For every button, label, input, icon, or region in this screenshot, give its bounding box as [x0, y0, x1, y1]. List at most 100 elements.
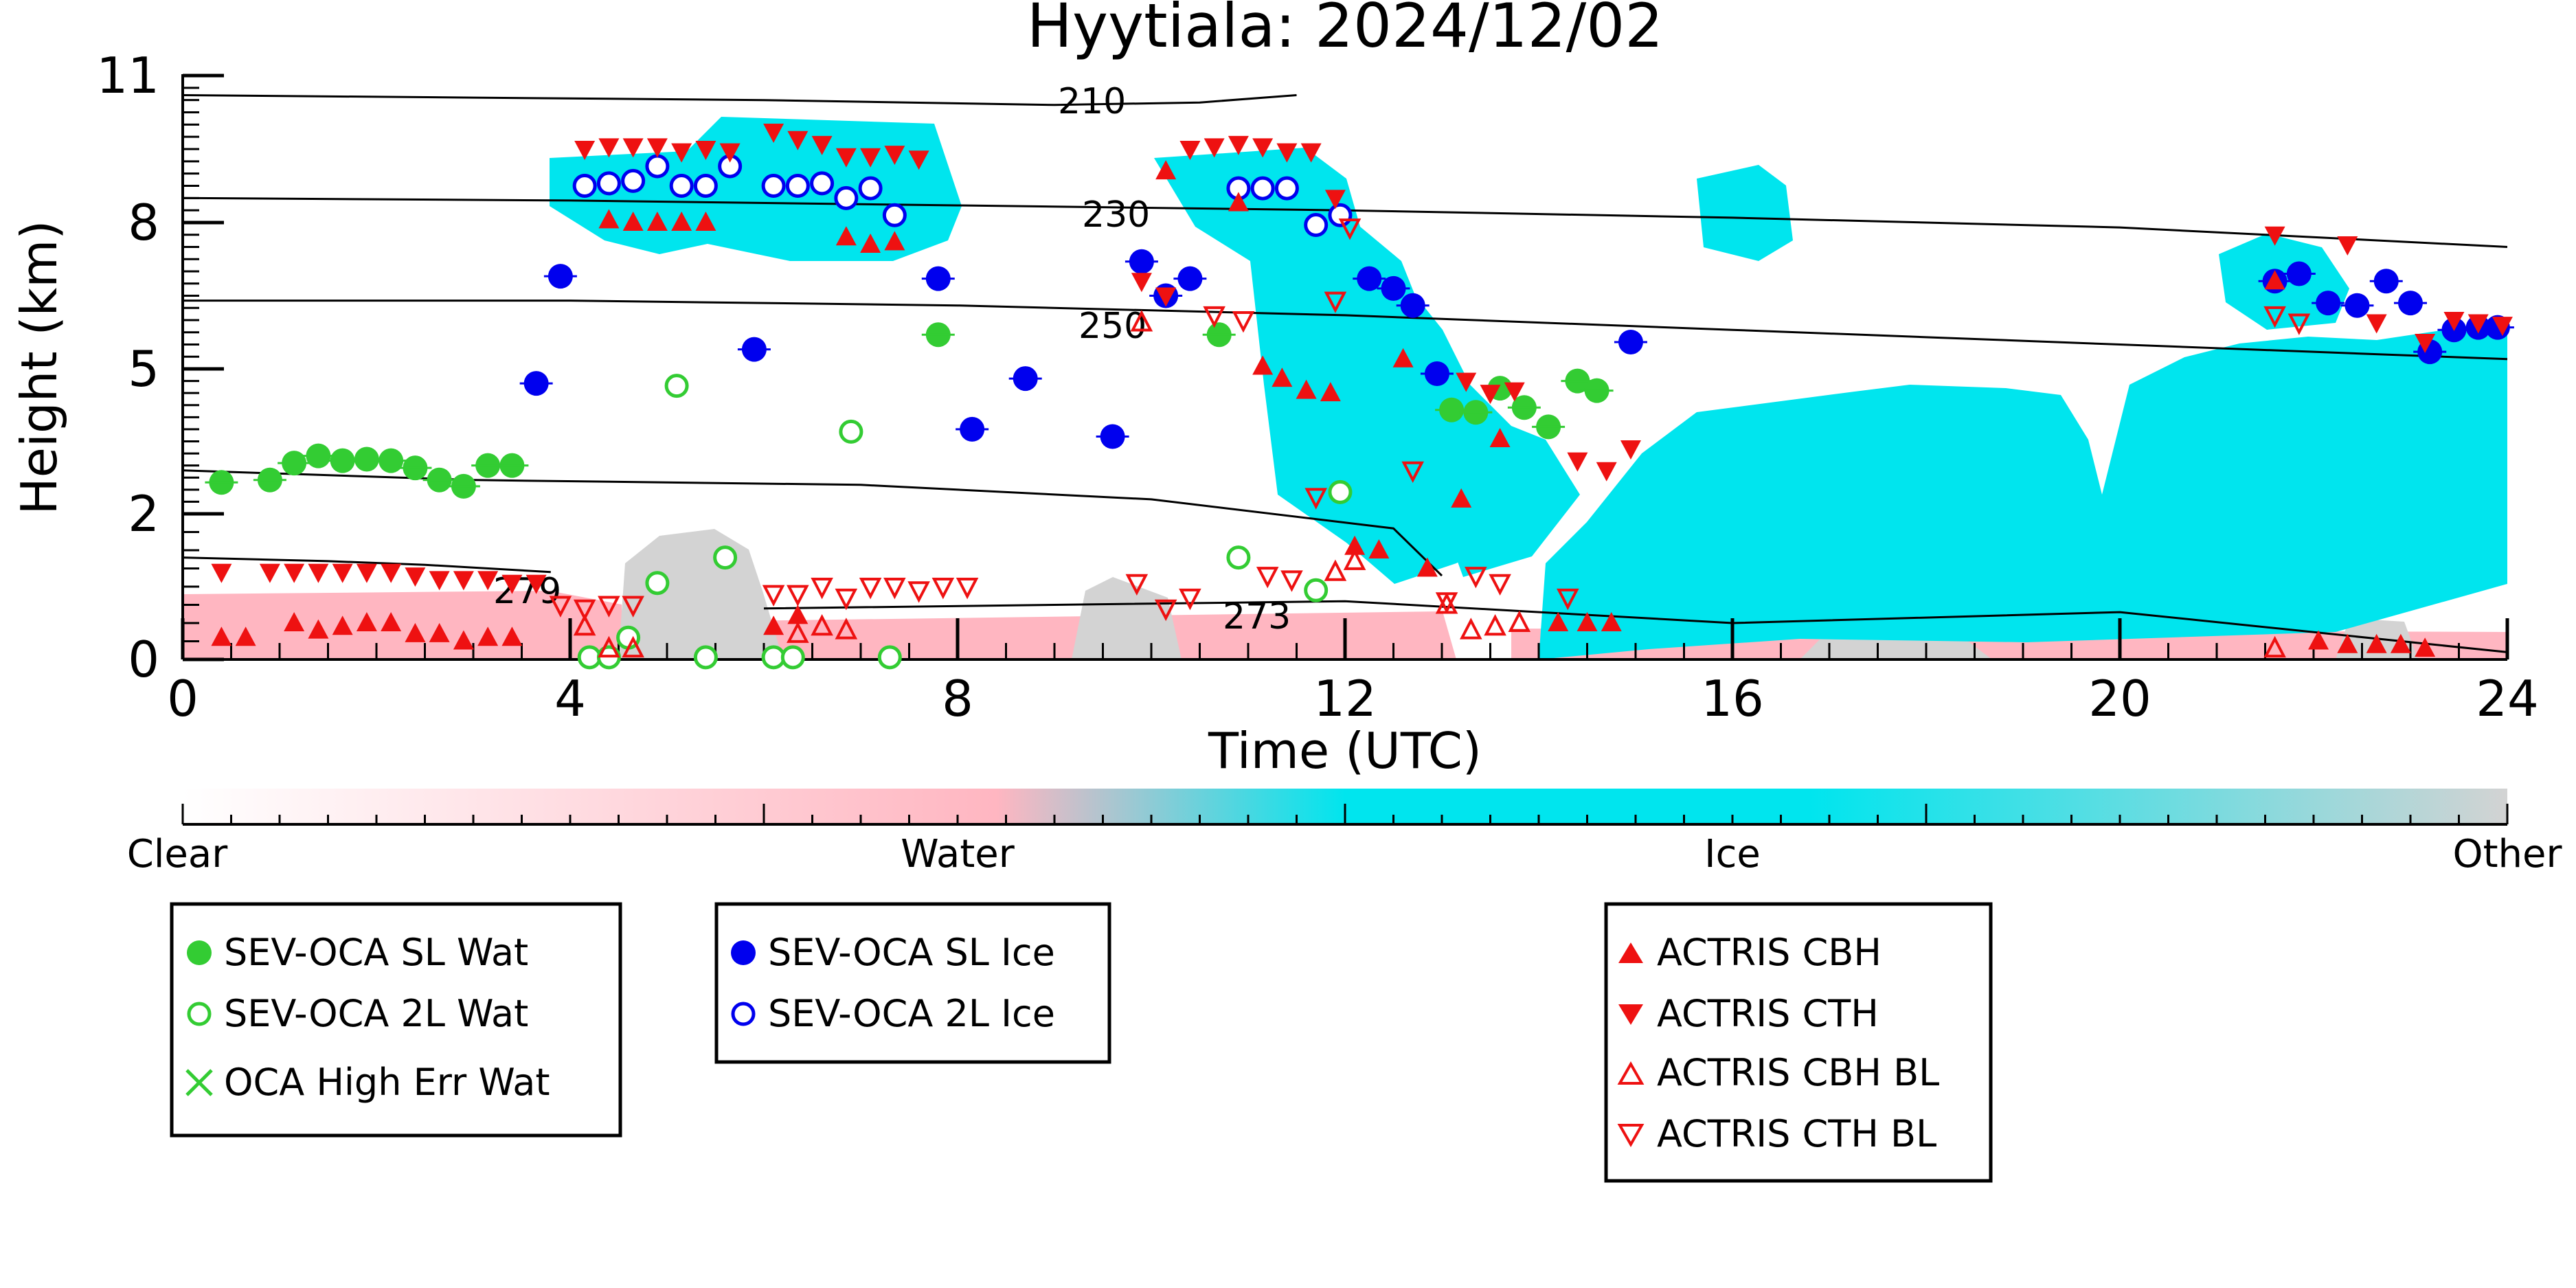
cloud-classification-background [183, 117, 2507, 659]
point-actris-cth-bl [907, 581, 930, 603]
point-actris-cth [2492, 317, 2513, 337]
point-actris-cbh-bl [1484, 613, 1506, 636]
legend-marker-cth [1618, 1004, 1643, 1025]
point-sev-oca-2l-ice [1250, 176, 1275, 201]
point-actris-cbh [235, 626, 256, 646]
point-sev-oca-2l-wat [645, 571, 670, 596]
point-sev-oca-2l-ice [621, 168, 646, 193]
isotherm-line [182, 469, 1443, 577]
point-actris-cth [598, 138, 620, 158]
point-actris-cbh-bl [1324, 559, 1347, 581]
point-actris-cth-bl [1489, 574, 1511, 596]
point-actris-cbh-bl [835, 618, 858, 640]
point-actris-cbh-bl [787, 621, 809, 643]
point-actris-cth [695, 141, 716, 160]
point-sev-oca-2l-ice [834, 185, 859, 210]
point-actris-cth [574, 141, 596, 160]
point-actris-cbh [1548, 612, 1569, 631]
point-actris-cbh [787, 605, 809, 624]
point-actris-cth [787, 131, 809, 150]
point-sev-oca-2l-ice [1274, 176, 1299, 201]
point-actris-cth [1131, 273, 1152, 293]
legend-marker-sl-wat [187, 940, 212, 965]
isotherm-label-210: 210 [1058, 81, 1126, 122]
water-region-mid [687, 611, 1456, 659]
point-actris-cbh-bl [2263, 635, 2286, 658]
legend-actris: ACTRIS CBH ACTRIS CTH ACTRIS CBH BL ACTR… [1604, 902, 1993, 1183]
y-tick-label: 11 [96, 47, 159, 104]
point-actris-cth-bl [549, 596, 572, 618]
point-actris-cth [1596, 462, 1617, 482]
point-actris-cth-bl [2287, 313, 2311, 335]
legend-marker-2l-wat [187, 1002, 212, 1026]
point-actris-cth [1204, 138, 1225, 158]
point-actris-cth [429, 571, 450, 591]
point-actris-cbh [1601, 612, 1622, 631]
y-axis-label: Height (km) [10, 221, 68, 515]
point-actris-cth-bl [956, 578, 979, 600]
point-actris-cbh [453, 630, 474, 650]
series-sev-oca-sl-wat [205, 322, 1614, 499]
point-actris-cth [2264, 226, 2285, 246]
point-actris-cbh [622, 212, 644, 231]
point-sev-oca-2l-ice [810, 171, 835, 196]
point-actris-cbh [1228, 192, 1249, 212]
point-actris-cbh [671, 212, 692, 231]
point-actris-cbh [332, 615, 353, 635]
point-actris-cbh [405, 622, 426, 642]
point-actris-cth [332, 563, 353, 583]
legend-marker-sl-ice [731, 940, 756, 965]
isotherm-label-230: 230 [1082, 194, 1150, 236]
point-sev-oca-2l-ice [761, 174, 786, 198]
point-sev-oca-2l-wat [1328, 479, 1353, 504]
y-tick-label: 2 [128, 485, 159, 543]
point-actris-cbh [1392, 348, 1414, 368]
series-actris-cbh [211, 160, 2436, 657]
legend-label: SEV-OCA SL Ice [768, 931, 1055, 974]
point-actris-cbh-bl [1460, 618, 1482, 640]
point-actris-cth-bl [598, 596, 620, 618]
point-actris-cbh [1451, 488, 1472, 508]
point-actris-cbh [1577, 612, 1598, 631]
other-region-a [618, 529, 783, 659]
point-actris-cth [1567, 452, 1588, 472]
colorbar-label-ice: Ice [1704, 832, 1761, 877]
x-tick-label: 24 [2476, 670, 2539, 727]
point-actris-cth [284, 563, 305, 583]
isotherm-label-250: 250 [1078, 306, 1146, 347]
point-actris-cth [1504, 382, 1525, 402]
point-sev-oca-2l-wat [713, 545, 738, 570]
ice-region-e [1697, 165, 1793, 261]
point-actris-cth [1252, 138, 1274, 158]
x-tick-labels: 0 4 8 12 16 20 24 [167, 670, 2539, 727]
point-actris-cbh [860, 233, 881, 253]
point-actris-cbh-bl [1343, 548, 1366, 570]
point-actris-cth-bl [787, 585, 809, 607]
point-actris-cth-bl [931, 578, 955, 600]
point-actris-cth [211, 563, 232, 583]
point-actris-cbh-bl [573, 613, 596, 636]
legend-label: ACTRIS CTH BL [1657, 1112, 1936, 1155]
point-actris-cth-bl [859, 578, 882, 600]
legend-marker-cbh-bl [1617, 1061, 1645, 1085]
x-tick-label: 12 [1313, 670, 1377, 727]
point-actris-cbh [477, 626, 499, 646]
point-actris-cth [526, 574, 547, 594]
isotherm-line-250 [183, 300, 2508, 361]
point-actris-cbh [1155, 160, 1177, 180]
point-actris-cth-bl [573, 599, 596, 622]
point-actris-cbh [763, 615, 784, 635]
point-actris-cth [356, 563, 377, 583]
point-actris-cth [2415, 333, 2436, 353]
point-actris-cbh [381, 612, 402, 631]
point-actris-cth [884, 146, 905, 166]
other-region-b [1072, 577, 1182, 659]
point-actris-cbh-bl [1508, 610, 1531, 632]
point-sev-oca-2l-ice [669, 174, 694, 198]
legend-label: OCA High Err Wat [224, 1061, 550, 1104]
legend-label: ACTRIS CTH [1657, 992, 1879, 1035]
point-actris-cth-bl [1154, 599, 1177, 622]
legend-ice-box [714, 902, 1111, 1064]
point-sev-oca-2l-wat [877, 645, 902, 670]
point-actris-cth [1155, 287, 1177, 307]
